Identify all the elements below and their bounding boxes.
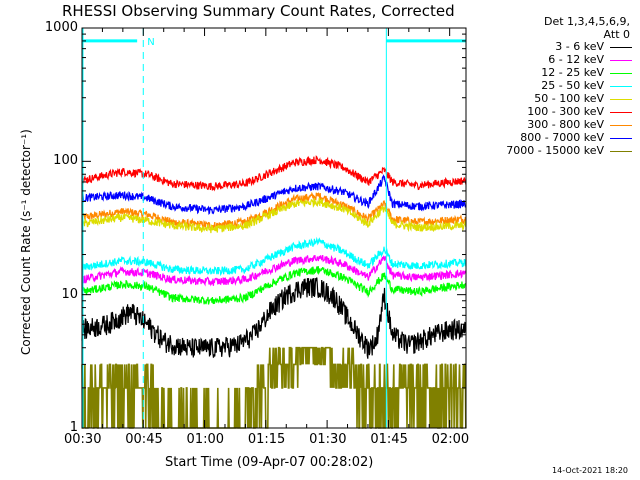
x-tick-label: 01:45 [370,432,408,447]
series-line-50-100-keV [81,197,467,234]
plot-frame [81,27,467,429]
legend-entry-label: 800 - 7000 keV [520,131,604,144]
legend-entry-swatch [610,99,632,100]
series-line-12-25-keV [81,266,467,305]
legend-entry-swatch [610,86,632,87]
series-layer [81,155,467,429]
y-tick-label: 1 [69,420,78,435]
legend-entry-swatch [610,138,632,139]
flag-letter: N [147,37,154,48]
legend-entry-label: 7000 - 15000 keV [506,144,604,157]
legend-entry-label: 12 - 25 keV [541,66,604,79]
legend-header-attenuator: Att 0 [603,28,630,41]
legend-header-detectors: Det 1,3,4,5,6,9, [543,15,630,28]
x-tick-label: 00:30 [64,432,102,447]
legend-entry-swatch [610,47,632,48]
y-axis-label: Corrected Count Rate (s⁻¹ detector⁻¹) [19,129,33,355]
timestamp: 14-Oct-2021 18:20 [552,466,628,475]
x-tick-label: 01:00 [186,432,225,447]
x-tick-label: 01:15 [247,432,286,447]
legend-entry-swatch [610,112,632,113]
chart-title: RHESSI Observing Summary Count Rates, Co… [62,2,455,20]
legend-entry-label: 6 - 12 keV [548,53,604,66]
legend-entry-label: 300 - 800 keV [527,118,604,131]
legend-entry-label: 100 - 300 keV [527,105,604,118]
series-line-3-6-keV [81,277,467,359]
series-line-800-7000-keV [81,174,467,215]
series-line-7000-15000-keV [81,346,467,429]
series-line-25-50-keV [81,236,467,277]
legend-entry-swatch [610,125,632,126]
legend-entry-label: 3 - 6 keV [555,40,604,53]
y-tick-label: 10 [61,286,78,302]
legend-header: Det 1,3,4,5,6,9, Att 0 [544,15,630,41]
series-line-6-12-keV [81,254,467,287]
x-tick-label: 01:30 [309,432,347,447]
legend-entry-label: 25 - 50 keV [541,79,604,92]
series-line-100-300-keV [81,155,467,192]
legend-entry-label: 50 - 100 keV [534,92,604,105]
x-axis-label: Start Time (09-Apr-07 00:28:02) [165,455,374,470]
legend-entry-swatch [610,151,632,152]
legend-entry-swatch [610,73,632,74]
axes [81,27,467,429]
x-tick-label: 00:45 [125,432,163,447]
legend-entry-swatch [610,60,632,61]
y-tick-label: 100 [53,153,78,169]
x-tick-label: 02:00 [431,432,470,447]
y-tick-label: 1000 [44,20,78,35]
